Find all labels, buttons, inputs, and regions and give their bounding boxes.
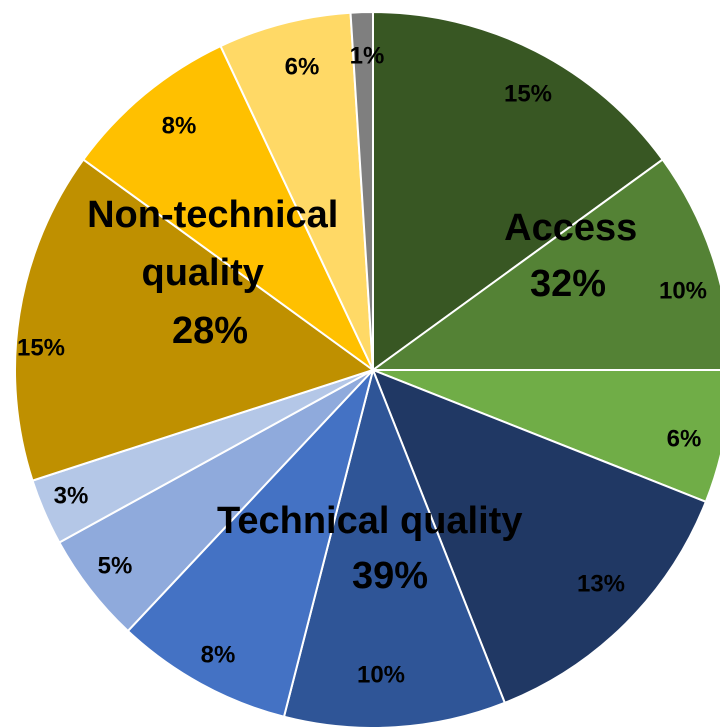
pie-slice [371, 368, 708, 705]
slice-label: 15% [17, 334, 65, 361]
slice-label: 13% [577, 570, 625, 597]
pie-slices [14, 10, 720, 727]
group-label-access: Access 32% [504, 207, 648, 305]
slice-label: 5% [98, 552, 133, 579]
pie-slice [219, 11, 374, 371]
slice-label: 8% [162, 112, 197, 139]
group-labels: Access 32% Technical quality 39% Non-tec… [87, 194, 648, 597]
slice-label: 15% [504, 80, 552, 107]
pie-slice [349, 10, 374, 371]
pie-slice [369, 158, 720, 371]
pie-slice [14, 158, 376, 482]
slice-label: 3% [54, 482, 89, 509]
pie-slice [126, 369, 374, 718]
slice-label: 8% [201, 641, 236, 668]
pie-slice [282, 366, 507, 727]
pie-slice [372, 10, 665, 372]
group-label-non-technical-quality: Non-technical quality 28% [87, 194, 349, 352]
pie-slice [81, 44, 374, 371]
slice-label: 10% [659, 277, 707, 304]
slice-label: 1% [350, 42, 385, 69]
group-label-technical-quality: Technical quality 39% [217, 500, 533, 597]
slice-label: 10% [357, 661, 405, 688]
slice-labels: 15% 10% 6% 13% 10% 8% 5% 3% 15% 8% 6% 1% [17, 42, 707, 688]
pie-slice [372, 369, 720, 504]
slice-label: 6% [285, 53, 320, 80]
slice-label: 6% [667, 425, 702, 452]
